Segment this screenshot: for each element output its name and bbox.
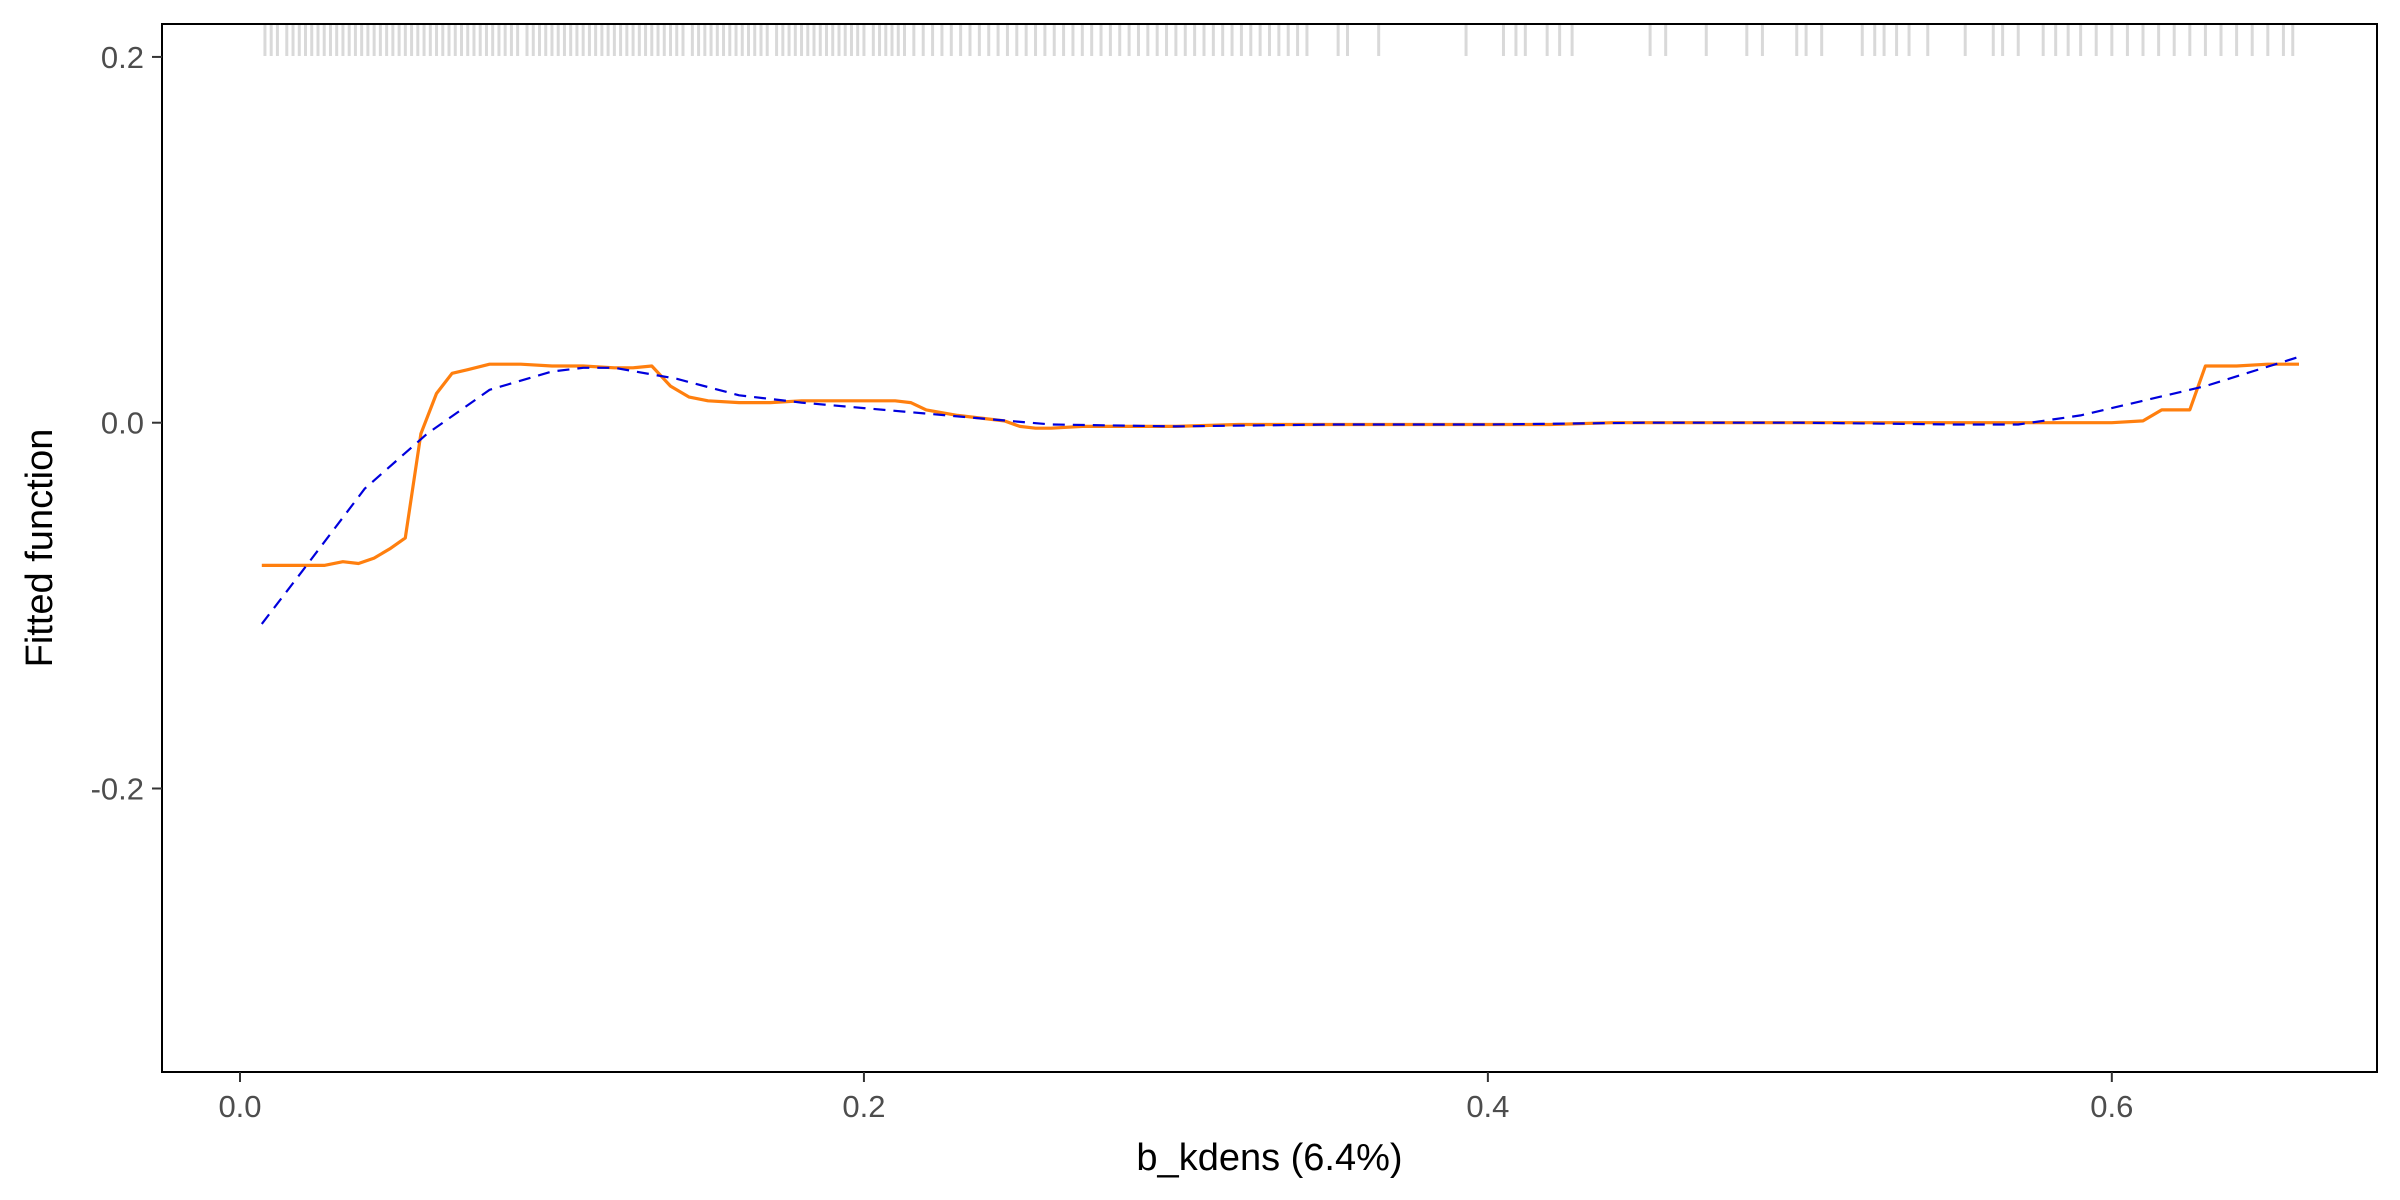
y-tick-label-0: 0.2 [101, 40, 144, 75]
series-layer [260, 355, 2300, 625]
x-axis-title: b_kdens (6.4%) [1136, 1137, 1402, 1179]
y-axis: 0.2 0.0 -0.2 [91, 40, 162, 807]
y-tick-label-2: -0.2 [91, 772, 144, 807]
y-axis-title: Fitted function [19, 429, 61, 668]
plot-frame [161, 23, 2378, 1073]
rug-layer [263, 24, 2295, 56]
fitted-function-line [261, 362, 2299, 568]
smooth-fit-line [260, 355, 2300, 625]
x-tick-label-2: 0.4 [1466, 1089, 1509, 1124]
x-axis: 0.0 0.2 0.4 0.6 [218, 1072, 2133, 1124]
x-tick-label-1: 0.2 [842, 1089, 885, 1124]
x-tick-label-0: 0.0 [218, 1089, 261, 1124]
y-tick-label-1: 0.0 [101, 406, 144, 441]
x-tick-label-3: 0.6 [2090, 1089, 2133, 1124]
